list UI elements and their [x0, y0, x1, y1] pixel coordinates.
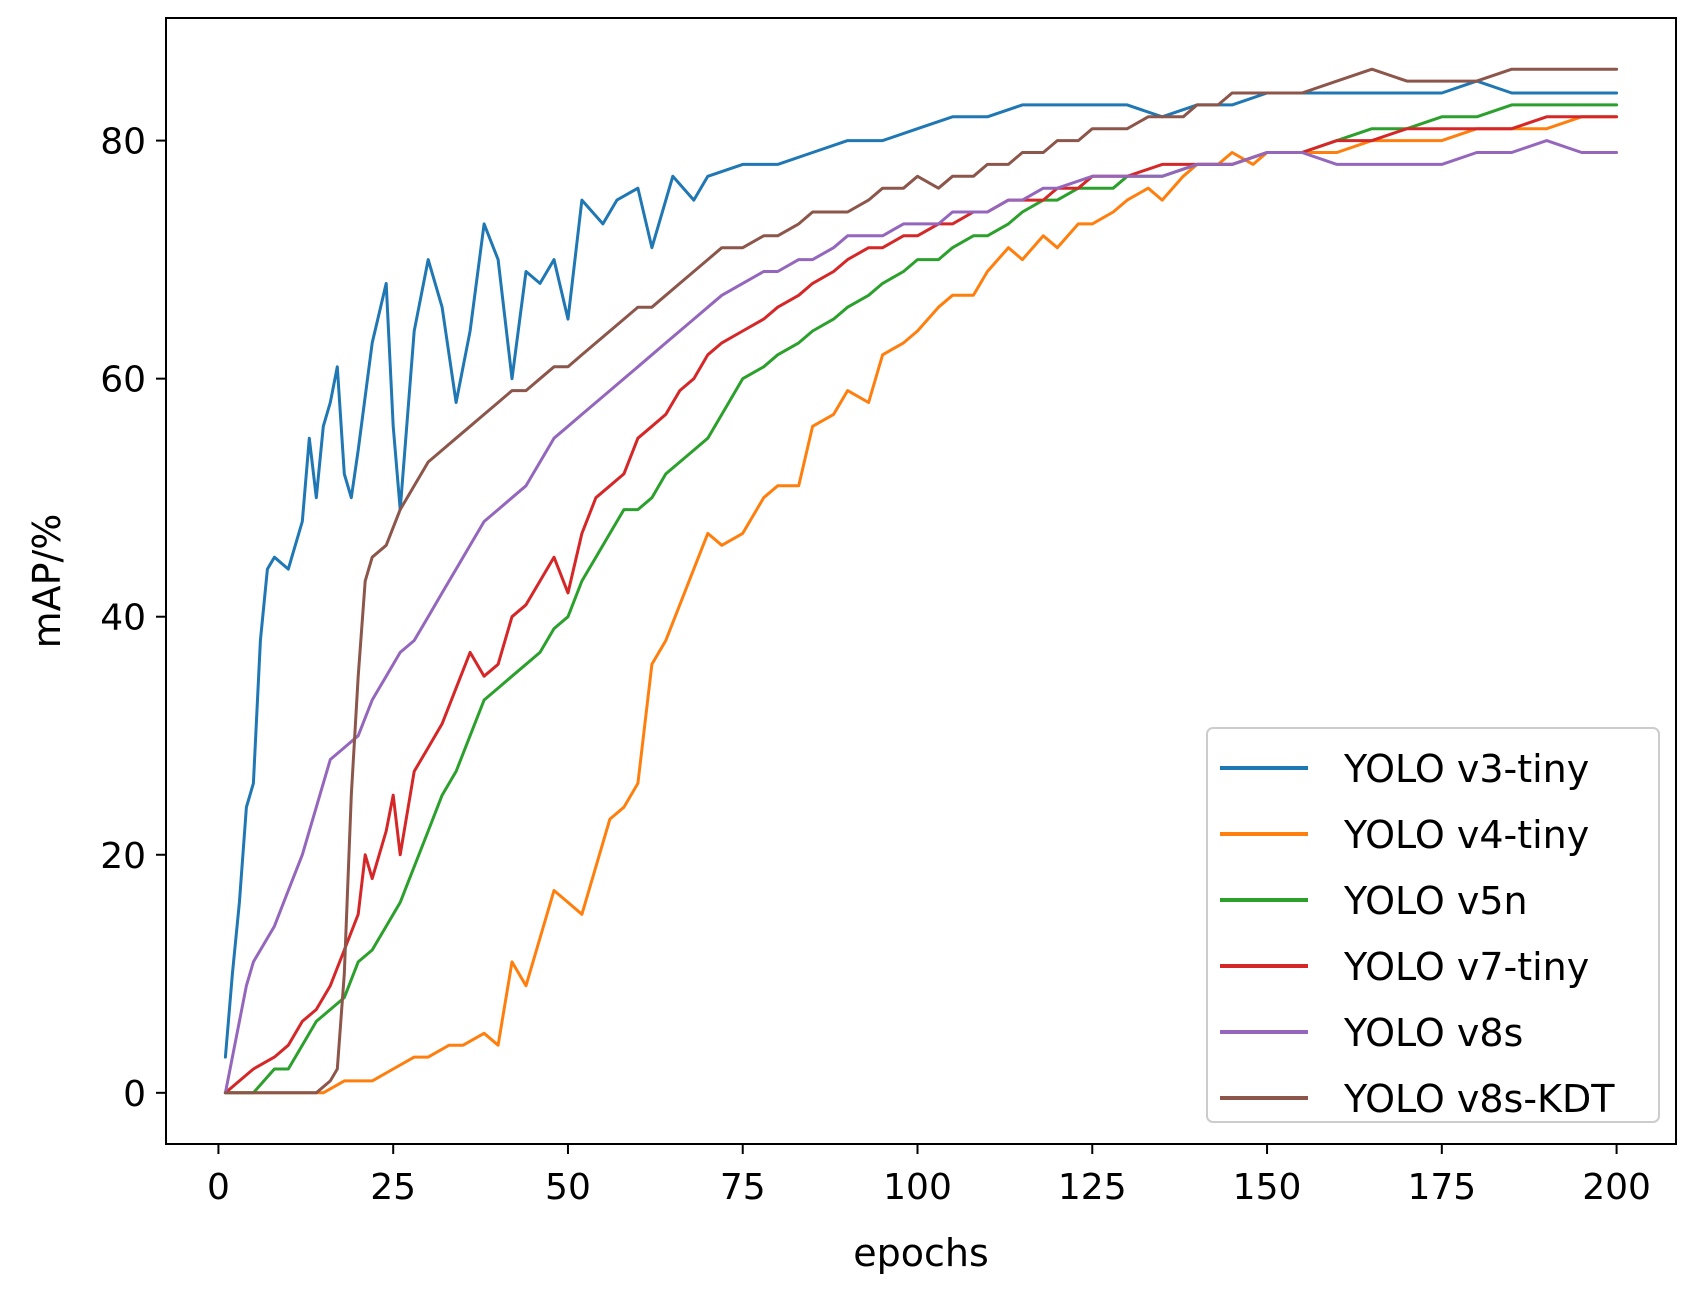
x-axis-title: epochs [853, 1231, 989, 1275]
x-tick-label: 175 [1407, 1167, 1476, 1208]
y-tick-label: 0 [123, 1074, 146, 1115]
x-tick-label: 200 [1582, 1167, 1651, 1208]
x-tick-label: 75 [720, 1167, 766, 1208]
y-tick-label: 80 [100, 122, 146, 163]
plot-frame [165, 17, 1677, 1145]
x-tick-label: 0 [207, 1167, 230, 1208]
x-tick-label: 50 [545, 1167, 591, 1208]
legend-items: YOLO v3-tiny YOLO v4-tiny YOLO v5n YOLO v7-… [1220, 747, 1615, 1121]
y-tick-label: 60 [100, 360, 146, 401]
x-tick-label: 25 [370, 1167, 416, 1208]
legend-label: YOLO v3-tiny [1343, 747, 1589, 791]
legend-label: YOLO v5n [1343, 879, 1528, 923]
series-layer [223, 67, 1619, 1095]
y-axis-title: mAP/% [25, 514, 69, 649]
legend-label: YOLO v8s [1343, 1011, 1523, 1055]
y-axis: 0 20 40 60 80 [100, 122, 166, 1115]
y-tick-label: 20 [100, 836, 146, 877]
legend-label: YOLO v4-tiny [1343, 813, 1589, 857]
series-line-2 [223, 115, 1619, 1095]
y-tick-label: 40 [100, 598, 146, 639]
legend-frame [1206, 727, 1660, 1123]
series-line-4 [223, 115, 1619, 1095]
x-tick-label: 125 [1058, 1167, 1127, 1208]
x-axis: 0 25 50 75 100 125 150 175 200 [207, 1144, 1651, 1208]
x-tick-label: 150 [1233, 1167, 1302, 1208]
series-line-6 [223, 67, 1619, 1095]
legend-label: YOLO v8s-KDT [1343, 1077, 1615, 1121]
legend: YOLO v3-tiny YOLO v4-tiny YOLO v5n YOLO v7-… [1206, 727, 1660, 1123]
series-line-5 [223, 139, 1619, 1095]
legend-label: YOLO v7-tiny [1343, 945, 1589, 989]
x-tick-label: 100 [883, 1167, 952, 1208]
series-line-1 [223, 79, 1619, 1059]
